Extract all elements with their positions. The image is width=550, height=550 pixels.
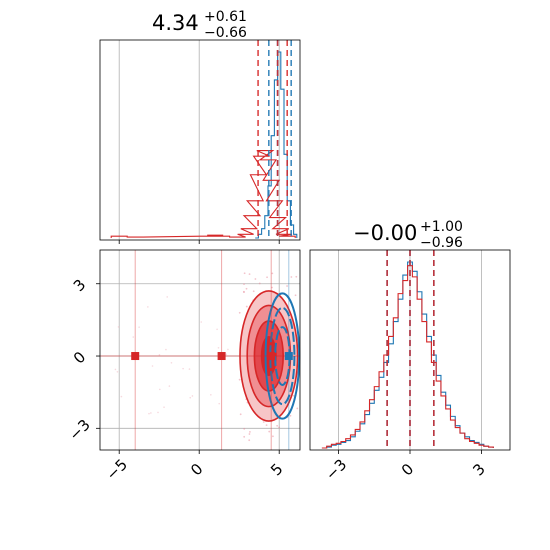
- contour-sample-point: [182, 367, 184, 370]
- contour-sample-point: [158, 354, 161, 356]
- top-hist-series-red-step: [110, 150, 296, 238]
- right-hist-xtick-label-2: 3: [469, 460, 488, 479]
- contour-sample-point: [218, 402, 221, 405]
- right-histogram-panel: −3 0 3: [309, 249, 511, 484]
- contour-sample-point: [170, 361, 173, 364]
- top-hist-series-blue-step: [255, 51, 298, 239]
- contour-sample-point: [271, 272, 274, 275]
- top-histogram-panel: [99, 39, 301, 244]
- contour-sample-point: [238, 311, 241, 314]
- contour-ytick-label-1: 0: [70, 348, 89, 367]
- right-hist-series-blue-step: [321, 261, 494, 449]
- contour-sample-point: [132, 336, 135, 338]
- contour-sample-point: [242, 290, 245, 293]
- right-hist-xtick-label-0: −3: [322, 455, 350, 483]
- contour-sample-point: [268, 430, 271, 433]
- contour-sample-point: [262, 421, 265, 423]
- contour-sample-point: [252, 290, 255, 293]
- hist-x-title-value: 4.34: [152, 11, 199, 35]
- contour-sample-point: [296, 407, 299, 410]
- contour-sample-point: [168, 385, 171, 387]
- contour-sample-point: [217, 346, 220, 349]
- contour-ytick-label-2: 3: [70, 276, 89, 295]
- contour-sample-point: [116, 371, 119, 373]
- hist-y-title-minus: −0.96: [420, 235, 463, 251]
- contour-sample-point: [243, 435, 246, 438]
- contour-sample-point: [138, 326, 140, 328]
- hist-y-title-plus: +1.00: [420, 219, 463, 235]
- contour-sample-point: [294, 294, 297, 297]
- top-hist-frame: [99, 39, 301, 241]
- contour-sample-point: [227, 348, 229, 351]
- contour-sample-point: [239, 413, 242, 416]
- contour-sample-point: [191, 395, 194, 397]
- contour-sample-point: [120, 395, 123, 398]
- contour-sample-point: [157, 411, 159, 414]
- contour-sample-point: [166, 296, 169, 298]
- contour-sample-point: [163, 406, 165, 408]
- contour-xtick-label-0: −5: [103, 455, 131, 483]
- contour-sample-point: [276, 424, 279, 427]
- contour-sample-point: [286, 285, 288, 287]
- contour-sample-point: [248, 439, 251, 442]
- contour-sample-point: [278, 426, 281, 429]
- right-hist-series-red-step: [321, 265, 494, 449]
- contour-sample-point: [225, 353, 228, 356]
- contour-sample-point: [248, 273, 251, 276]
- contour-sample-point: [216, 328, 218, 331]
- truth-marker-blue-3: [284, 352, 293, 361]
- contour-sample-point: [292, 394, 295, 397]
- right-hist-xtick-label-1: 0: [398, 460, 417, 479]
- contour-xtick-label-2: 5: [267, 460, 286, 479]
- contour-sample-point: [266, 276, 268, 279]
- contour-sample-point: [243, 272, 246, 275]
- contour-sample-point: [271, 286, 273, 289]
- contour-sample-point: [254, 278, 257, 280]
- truth-marker-red-2: [267, 352, 276, 361]
- contour-sample-point: [188, 368, 191, 370]
- hist-y-title-value: −0.00: [353, 221, 417, 245]
- contour-frame: [99, 249, 301, 451]
- contour-sample-point: [151, 365, 154, 367]
- contour-sample-point: [210, 393, 212, 396]
- contour-ytick-label-0: −3: [65, 416, 93, 444]
- contour-sample-point: [245, 305, 248, 308]
- contour-sample-point: [238, 378, 241, 381]
- contour-sample-point: [189, 396, 192, 399]
- contour-sample-point: [258, 282, 261, 285]
- contour-sample-point: [248, 433, 251, 435]
- contour-sample-point: [290, 276, 293, 278]
- scatter-contour-panel: −5 0 5 −3 0 3: [65, 249, 301, 484]
- contour-sample-point: [200, 321, 203, 323]
- contour-sample-point: [114, 368, 117, 371]
- contour-sample-point: [243, 283, 245, 286]
- contour-sample-point: [249, 431, 251, 433]
- contour-sample-point: [289, 414, 292, 417]
- contour-sample-point: [295, 275, 298, 278]
- hist-x-title-minus: −0.66: [204, 25, 247, 41]
- contour-sample-point: [148, 412, 150, 415]
- contour-sample-point: [243, 427, 246, 430]
- contour-xtick-label-1: 0: [187, 460, 206, 479]
- contour-sample-point: [245, 287, 248, 290]
- hist-x-title-plus: +0.61: [204, 9, 247, 25]
- truth-marker-red-1: [217, 352, 226, 361]
- contour-sample-point: [150, 412, 152, 414]
- contour-sample-point: [272, 435, 274, 438]
- contour-sample-point: [265, 424, 268, 427]
- contour-sample-point: [147, 306, 149, 308]
- contour-sample-point: [117, 326, 120, 328]
- truth-marker-red-0: [131, 352, 140, 361]
- contour-sample-point: [165, 348, 167, 351]
- contour-sample-point: [158, 388, 161, 391]
